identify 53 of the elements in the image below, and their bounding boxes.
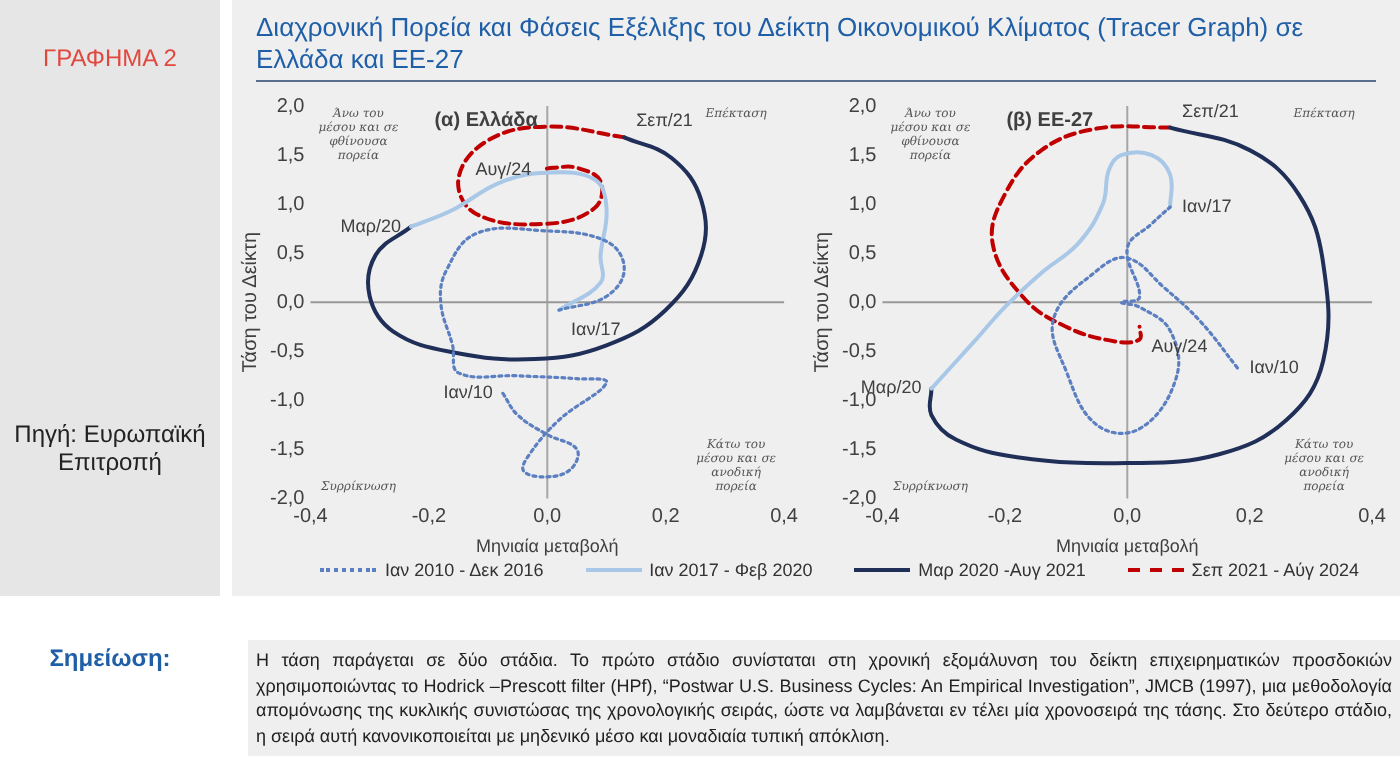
y-tick-label: -1,5 [269, 438, 306, 461]
y-axis-title: Τάση του Δείκτη [811, 231, 834, 373]
x-axis-title: Μηνιαία μεταβολή [1056, 536, 1199, 557]
x-tick-label: -0,2 [411, 505, 447, 528]
legend-label: Ιαν 2017 - Φεβ 2020 [649, 560, 813, 580]
annotation: Μαρ/20 [340, 215, 402, 236]
chart-title: Διαχρονική Πορεία και Φάσεις Εξέλιξης του Δείκτη Οικονομικού Κλίματος (Tracer Graph) σε Ελλάδα και ΕΕ-27 [256, 12, 1376, 82]
y-tick-label: 0,5 [276, 242, 306, 265]
annotation: Αυγ/24 [1151, 335, 1208, 356]
x-tick-label: 0,2 [651, 505, 681, 528]
chart-subtitle: (α) Ελλάδα [434, 109, 540, 132]
x-tick-label: 0,4 [1358, 505, 1387, 528]
text: Η τάση παράγεται σε δύο στάδια. Το πρώτο στάδιο συνίσταται στη χρονική εξομάλυνση του δείκτη επιχειρηματικών προσδοκιών χρησιμοποιώντας το Hodrick –Prescott filter (HPf), “Postwar U.S. Business Cycles: An Empirical Investigation”, JMCB (1997), μια μεθοδολογία απομόνωσης της κυκλικής συνιστώσας της χρονολογικής σειράς, ώστε να λαμβάνεται εν τέλει μία χρονοσειρά της τάσης. Στο δεύτερο στάδιο, η σειρά αυτή κανονικοποιείται με μηδενικό μέσο και μοναδιαία τυπική απόκλιση. [248, 640, 1400, 756]
x-tick-label: 0,2 [1235, 505, 1265, 528]
legend-label: Σεπ 2021 - Αύγ 2024 [1191, 560, 1360, 580]
annotation: Ιαν/17 [1182, 196, 1232, 217]
x-tick-label: -0,4 [865, 505, 901, 528]
annotation: Ιαν/10 [443, 382, 493, 403]
annotation: Σεπ/21 [636, 110, 693, 131]
y-axis-title: Τάση του Δείκτη [239, 231, 262, 373]
annotation: Σεπ/21 [1182, 100, 1239, 121]
y-tick-label: 0,5 [848, 242, 878, 265]
y-tick-label: -1,0 [269, 389, 306, 412]
x-tick-label: -0,2 [987, 505, 1023, 528]
x-tick-label: 0,4 [770, 505, 799, 528]
y-tick-label: 1,5 [848, 144, 878, 167]
line-series [456, 124, 627, 227]
x-tick-label: -0,4 [293, 505, 329, 528]
x-axis-title: Μηνιαία μεταβολή [476, 536, 619, 557]
annotation: Αυγ/24 [475, 158, 532, 179]
text: Πηγή: Ευρωπαϊκή Επιτροπή [12, 420, 208, 476]
y-tick-label: 1,5 [276, 144, 306, 167]
y-tick-label: -0,5 [841, 340, 878, 363]
chart-subtitle: (β) ΕΕ-27 [1006, 109, 1095, 132]
y-tick-label: 2,0 [848, 95, 878, 118]
line-series [438, 226, 626, 479]
y-tick-label: -0,5 [269, 340, 306, 363]
annotation: Ιαν/17 [571, 319, 621, 340]
y-tick-label: 1,0 [276, 193, 306, 216]
legend-label: Μαρ 2020 -Αυγ 2021 [918, 560, 1086, 580]
y-tick-label: -1,5 [841, 438, 878, 461]
text: Σημείωση: [47, 644, 173, 672]
text: ΓΡΑΦΗΜΑ 2 [41, 44, 179, 72]
y-tick-label: 0,0 [848, 291, 878, 314]
y-tick-label: 2,0 [276, 95, 306, 118]
x-tick-label: 0,0 [1113, 505, 1143, 528]
y-tick-label: -2,0 [841, 487, 878, 510]
y-tick-label: 1,0 [848, 193, 878, 216]
y-tick-label: 0,0 [276, 291, 306, 314]
annotation: Ιαν/10 [1249, 356, 1299, 377]
legend-label: Ιαν 2010 - Δεκ 2016 [384, 560, 544, 580]
x-tick-label: 0,0 [533, 505, 563, 528]
y-tick-label: -2,0 [269, 487, 306, 510]
